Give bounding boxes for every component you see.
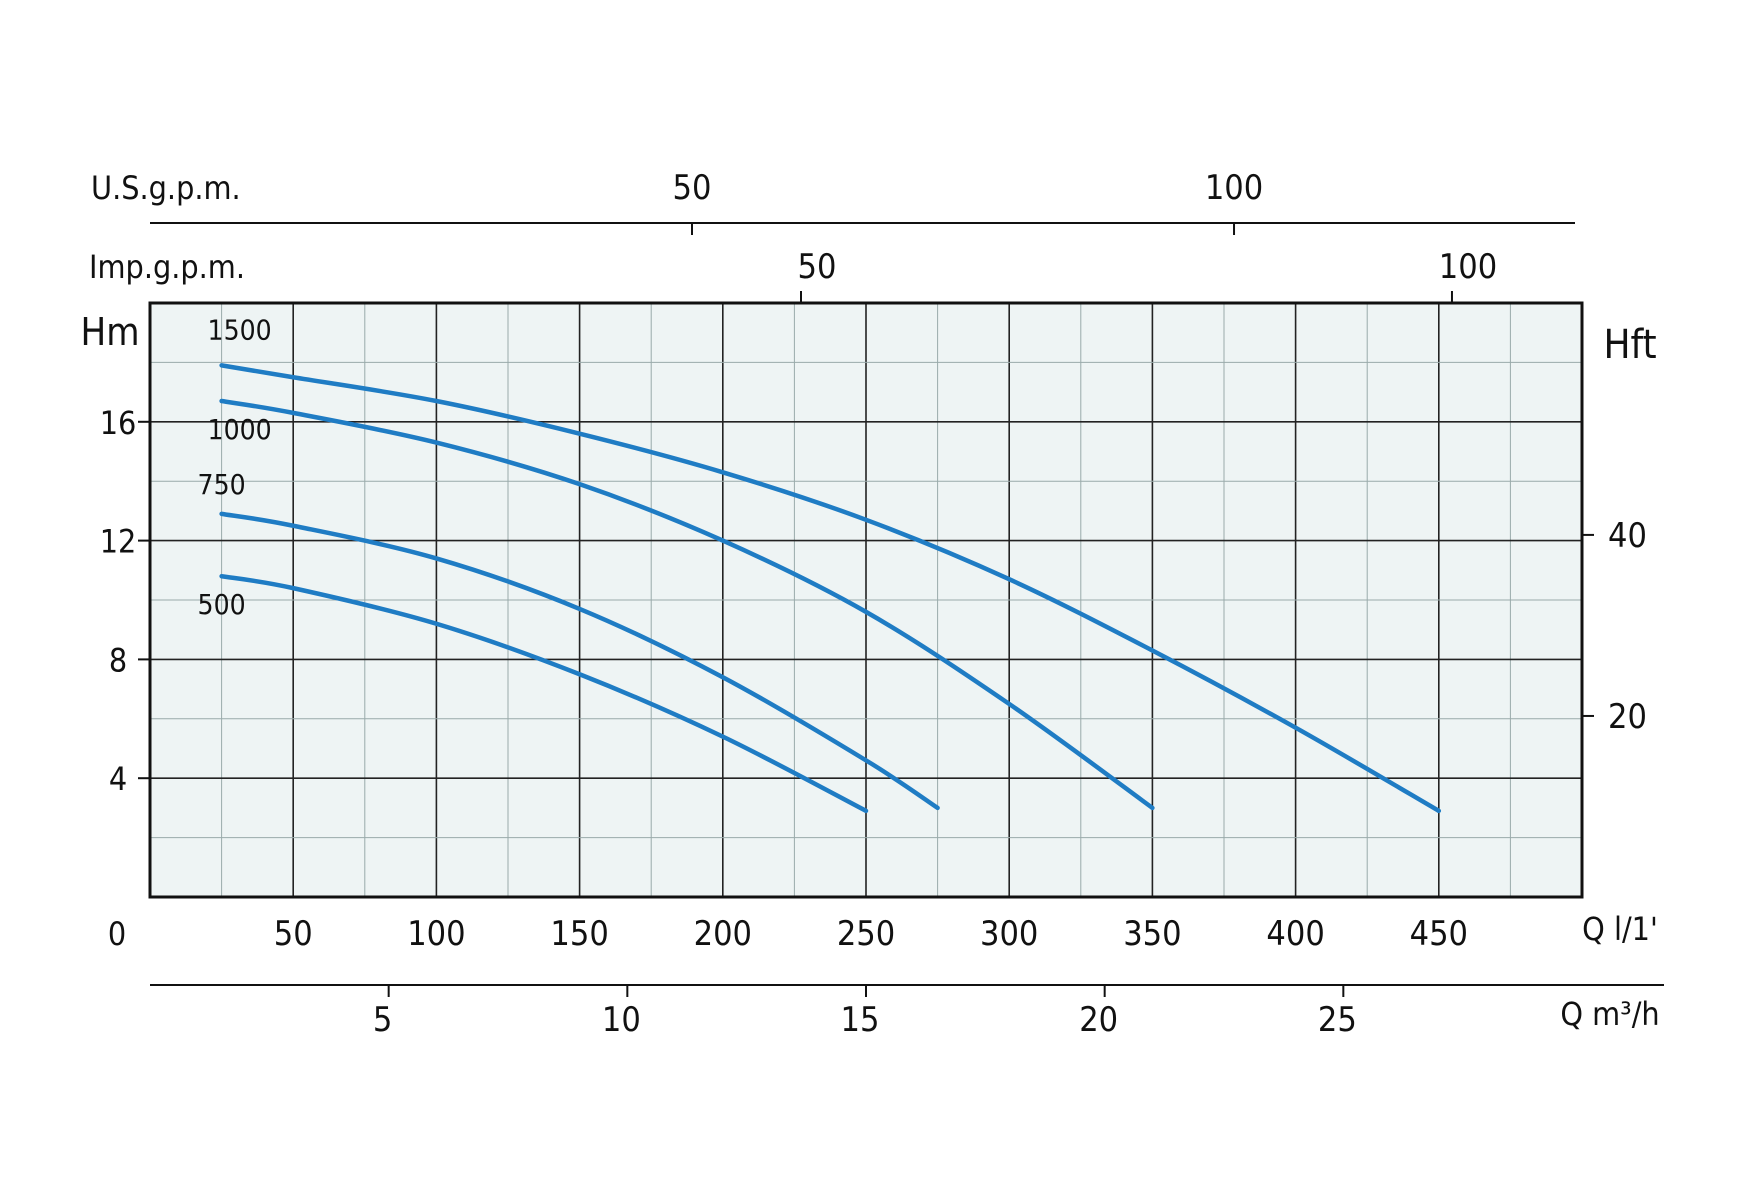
- series-line-750: [219, 511, 940, 811]
- y-tick-label: 16: [100, 404, 137, 442]
- x-tick-label: 150: [550, 914, 608, 954]
- y-tick-label: 12: [100, 523, 137, 561]
- us-gpm-tick-label: 100: [1205, 168, 1263, 208]
- x-tick-label: 350: [1123, 914, 1181, 954]
- m3h-tick-label: 10: [602, 1000, 641, 1040]
- imp-gpm-axis-label: Imp.g.p.m.: [89, 248, 245, 286]
- y-tick-label: 8: [109, 641, 127, 679]
- x-tick-label: 300: [980, 914, 1038, 954]
- axes: 1500 1000 750 500 4 8 12 16 Hm 0 50 100 150 200 250 300…: [80, 168, 1664, 1040]
- series-label-1500: 1500: [208, 313, 272, 346]
- m3h-tick-label: 25: [1318, 1000, 1357, 1040]
- series-label-1000: 1000: [208, 413, 272, 446]
- x-tick-label: 400: [1266, 914, 1324, 954]
- x-origin-label: 0: [108, 915, 126, 953]
- x-axis-label: Q l/1': [1582, 910, 1658, 948]
- m3h-tick-label: 15: [841, 1000, 880, 1040]
- x-tick-label: 50: [274, 914, 313, 954]
- series-line-1500: [219, 363, 1442, 814]
- series-line-500: [219, 573, 869, 814]
- imp-gpm-tick-label: 100: [1439, 247, 1497, 287]
- y-tick-label: 4: [109, 760, 127, 798]
- x-tick-label: 100: [407, 914, 465, 954]
- m3h-tick-label: 5: [373, 1000, 392, 1040]
- plot-border: [148, 301, 1584, 899]
- y-right-tick-label: 20: [1608, 697, 1647, 737]
- x-tick-label: 200: [694, 914, 752, 954]
- imp-gpm-tick-label: 50: [798, 247, 837, 287]
- series-label-500: 500: [198, 588, 246, 621]
- y-right-tick-label: 40: [1608, 516, 1647, 556]
- us-gpm-tick-label: 50: [673, 168, 712, 208]
- m3h-axis-label: Q m³/h: [1560, 995, 1659, 1033]
- series-lines: [219, 363, 1442, 814]
- x-tick-label: 250: [837, 914, 895, 954]
- grid-lines: [150, 303, 1582, 897]
- m3h-tick-label: 20: [1079, 1000, 1118, 1040]
- y-axis-label: Hm: [80, 310, 139, 354]
- x-tick-label: 450: [1410, 914, 1468, 954]
- us-gpm-axis-label: U.S.g.p.m.: [91, 169, 241, 207]
- y-right-axis-label: Hft: [1603, 322, 1656, 368]
- series-label-750: 750: [198, 468, 246, 501]
- series-line-1000: [219, 398, 1155, 811]
